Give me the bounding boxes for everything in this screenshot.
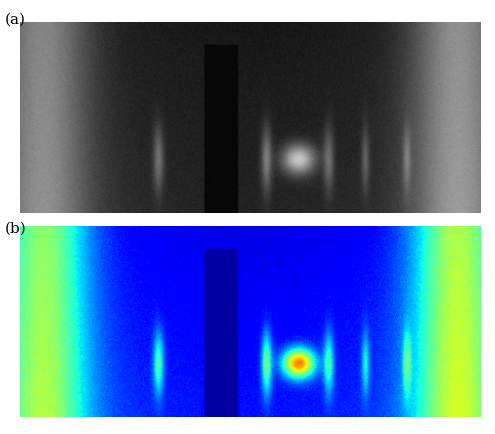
Text: (b): (b) xyxy=(5,221,27,235)
Text: (a): (a) xyxy=(5,13,26,27)
